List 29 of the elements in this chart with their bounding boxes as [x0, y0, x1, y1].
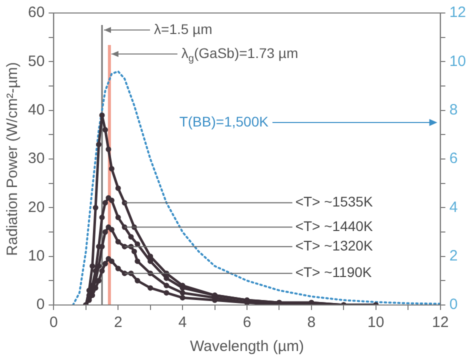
y-tick-label: 30: [28, 150, 45, 168]
y2-tick-label: 6: [449, 150, 458, 168]
x-tick-label: 4: [178, 314, 187, 332]
x-axis-title: Wavelength (µm): [190, 338, 304, 356]
y2-tick-label: 0: [449, 296, 458, 314]
series-label: <T> ~1190K: [295, 264, 372, 280]
y-tick-label: 10: [28, 247, 45, 264]
x-tick-label: 10: [368, 314, 384, 332]
x-tick-label: 8: [307, 314, 316, 332]
x-tick-label: 12: [432, 314, 449, 332]
x-tick-label: 6: [242, 314, 252, 332]
y-axis-title: Radiation Power (W/cm²-µm): [4, 62, 22, 256]
x-tick-label: 0: [50, 314, 58, 332]
x-tick-label: 2: [114, 314, 122, 332]
y2-tick-label: 10: [449, 52, 466, 70]
y-tick-label: 40: [28, 101, 45, 118]
y2-tick-label: 12: [449, 4, 466, 22]
y2-tick-label: 2: [449, 247, 458, 264]
y2-tick-label: 8: [449, 101, 458, 118]
y-tick-label: 0: [36, 296, 45, 314]
annotation: T(BB)=1,500K: [179, 113, 270, 130]
ref-line-label: λ=1.5 µm: [154, 20, 212, 37]
text: <T> ~1320K: [295, 237, 374, 254]
y-tick-label: 50: [28, 52, 45, 70]
text: <T> ~1535K: [295, 194, 374, 210]
y-tick-label: 20: [28, 198, 45, 216]
y2-tick-label: 4: [449, 198, 458, 216]
text: <T> ~1440K: [295, 218, 374, 234]
y-tick-label: 60: [28, 4, 45, 22]
